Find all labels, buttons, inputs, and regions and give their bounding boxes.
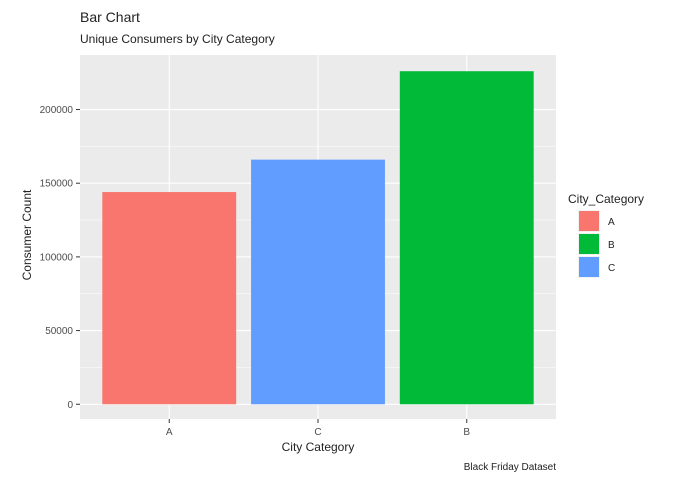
bars bbox=[102, 71, 534, 405]
y-axis: 0 50000 100000 150000 200000 bbox=[40, 105, 80, 411]
x-tick-label: C bbox=[314, 427, 321, 438]
y-tick-label: 150000 bbox=[40, 179, 74, 190]
legend-swatch-a bbox=[579, 211, 599, 231]
y-tick-label: 50000 bbox=[45, 326, 73, 337]
x-tick-label: B bbox=[463, 427, 470, 438]
bar-c bbox=[251, 159, 385, 405]
chart-caption: Black Friday Dataset bbox=[464, 462, 556, 473]
y-tick-label: 100000 bbox=[40, 252, 74, 263]
bar-b bbox=[399, 71, 534, 405]
legend-title: City_Category bbox=[568, 192, 644, 206]
legend-label-a: A bbox=[608, 217, 615, 228]
legend: City_Category A B C bbox=[568, 192, 644, 278]
chart-title: Bar Chart bbox=[80, 9, 140, 25]
legend-swatch-b bbox=[579, 234, 599, 254]
x-axis-title: City Category bbox=[282, 440, 355, 454]
bar-a bbox=[102, 192, 237, 405]
legend-swatch-c bbox=[579, 257, 599, 277]
y-tick-label: 0 bbox=[67, 400, 73, 411]
legend-label-c: C bbox=[608, 263, 615, 274]
x-tick-label: A bbox=[166, 427, 173, 438]
chart-subtitle: Unique Consumers by City Category bbox=[80, 32, 275, 46]
legend-label-b: B bbox=[608, 240, 615, 251]
y-axis-title: Consumer Count bbox=[20, 189, 34, 280]
y-tick-label: 200000 bbox=[40, 105, 74, 116]
